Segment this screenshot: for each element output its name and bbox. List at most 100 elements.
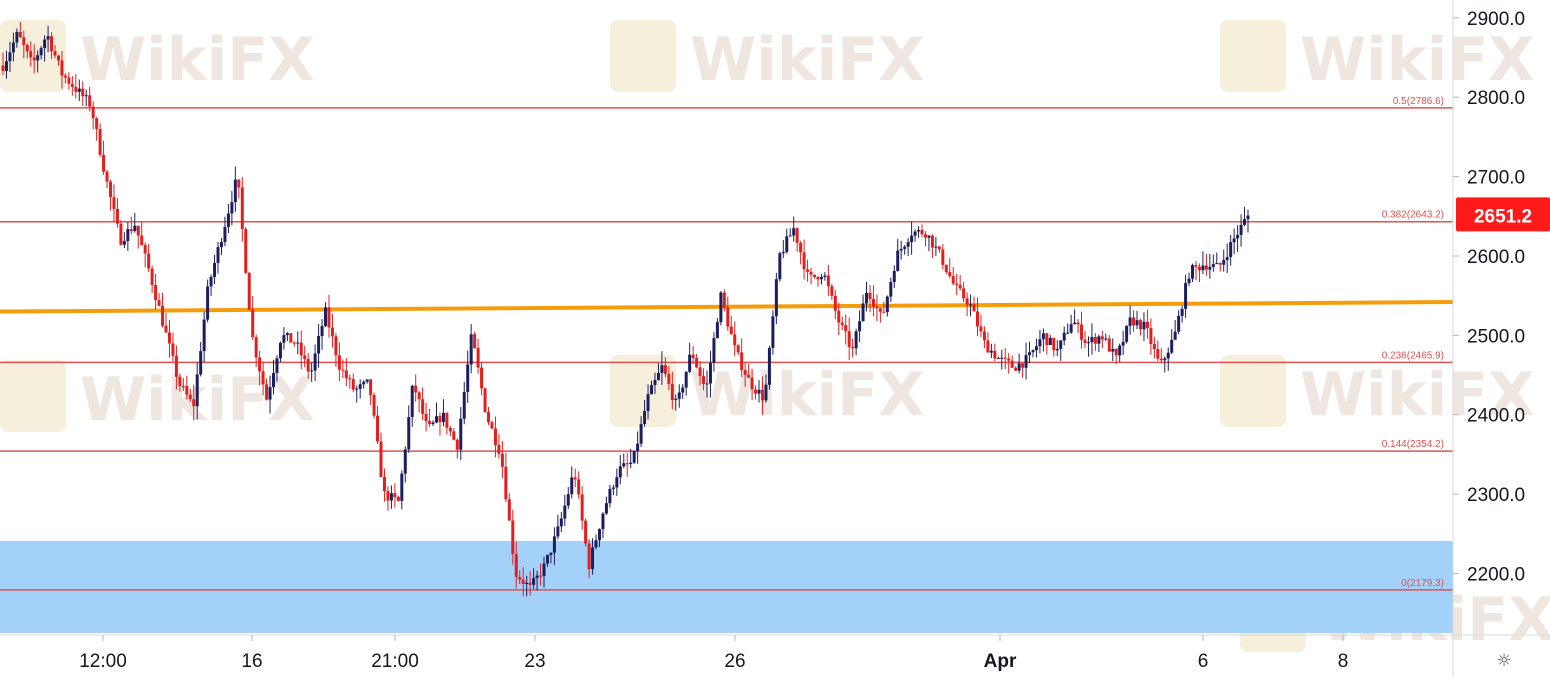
candle [622,453,626,469]
candle [1069,314,1073,334]
candle [278,341,282,363]
candle [1166,347,1170,371]
candle [937,245,941,253]
candle [324,302,328,328]
candle [636,431,640,464]
candle [254,334,258,368]
candle [1100,330,1104,349]
watermark-text: WikiFX [1300,360,1534,430]
candle [174,345,178,390]
candle [802,239,806,280]
candle [972,296,976,312]
candle [296,331,300,355]
gear-icon[interactable]: ☼ [1496,651,1511,671]
candle [50,32,54,60]
x-tick-label: 26 [724,651,745,672]
candle [438,412,442,436]
candle [1218,262,1222,272]
candle [833,290,837,320]
candle [272,359,276,395]
candle [979,314,983,338]
candle [22,30,26,59]
candle [771,310,775,355]
candle [632,450,636,465]
candle [702,368,706,391]
candle [677,384,681,408]
candle [1243,206,1247,227]
candle [216,241,220,274]
candle [837,302,841,336]
candle [695,353,699,369]
candle [861,294,865,322]
candle [289,333,293,343]
candle [344,357,348,387]
candle [265,378,269,401]
candle [330,313,334,348]
watermark-layer: WikiFXWikiFXWikiFXWikiFXWikiFXWikiFXWiki… [0,20,1550,655]
candle [67,72,71,90]
candle [1111,338,1115,362]
candle [507,493,511,521]
y-tick-label: 2600.0 [1467,247,1525,268]
settings-button[interactable]: ☼ [1496,651,1511,671]
candle [396,495,400,502]
candle [767,345,771,390]
time-axis[interactable]: 12:00 16 21:00 23 26 Apr 6 8 [79,635,1348,672]
y-tick-label: 2200.0 [1467,564,1525,585]
candle [1097,334,1101,352]
candle [903,245,907,255]
candle [639,416,643,448]
candle [670,371,674,410]
candle [1211,254,1215,272]
candle [813,274,817,279]
candle [195,362,199,420]
candle [372,392,376,419]
candle [747,363,751,378]
candle [563,494,567,526]
candle [577,471,581,499]
candle [497,433,501,459]
candle [1246,209,1250,233]
candle [11,32,15,62]
candle [237,179,241,199]
candle [98,123,102,158]
candle [91,101,95,130]
candle [889,277,893,303]
candle [379,432,383,478]
candle [18,21,22,39]
candle [115,198,119,228]
candle [681,384,685,399]
y-tick-label: 2300.0 [1467,485,1525,506]
candle [469,324,473,374]
candle [719,290,723,326]
watermark: WikiFX [1220,355,1534,430]
candle [1180,305,1184,323]
candle [1156,340,1160,362]
price-axis[interactable]: 2200.0 2300.0 2400.0 2500.0 2600.0 2700.0 2800… [1453,9,1525,586]
candles-layer [1,21,1250,597]
candle [60,50,64,89]
candle [667,365,671,391]
candle [941,244,945,270]
candle [528,571,532,596]
candle [167,320,171,358]
candle [1236,225,1240,252]
y-tick-label: 2800.0 [1467,88,1525,109]
last-price-value: 2651.2 [1474,206,1532,227]
candle [913,229,917,242]
candle [1173,320,1177,340]
candle [656,363,660,381]
candle [570,466,574,499]
candle [646,384,650,420]
candle [545,554,549,567]
candle [133,212,137,233]
candle [431,420,435,426]
candle [487,406,491,426]
candle [365,379,369,384]
candle [684,371,688,396]
candle [143,242,147,268]
candle [587,538,591,579]
candle [660,351,664,386]
candle [188,388,192,403]
